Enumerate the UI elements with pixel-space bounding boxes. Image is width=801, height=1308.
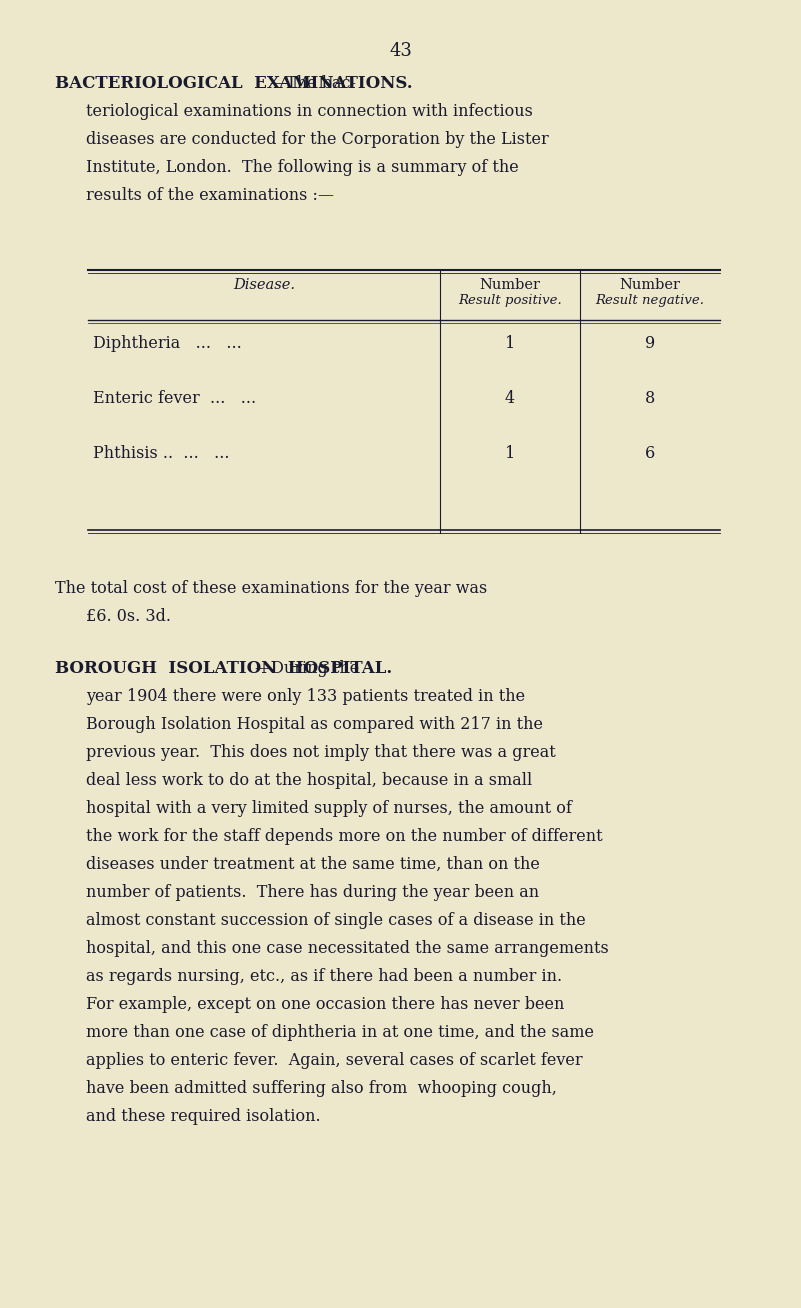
Text: results of the examinations :—: results of the examinations :—: [86, 187, 334, 204]
Text: BOROUGH  ISOLATION  HOSPITAL.: BOROUGH ISOLATION HOSPITAL.: [55, 661, 392, 678]
Text: Diphtheria   ...   ...: Diphtheria ... ...: [93, 335, 242, 352]
Text: previous year.  This does not imply that there was a great: previous year. This does not imply that …: [86, 744, 556, 761]
Text: 1: 1: [505, 445, 515, 462]
Text: and these required isolation.: and these required isolation.: [86, 1108, 320, 1125]
Text: teriological examinations in connection with infectious: teriological examinations in connection …: [86, 103, 533, 120]
Text: Result positive.: Result positive.: [458, 294, 562, 307]
Text: Number: Number: [619, 279, 681, 292]
Text: applies to enteric fever.  Again, several cases of scarlet fever: applies to enteric fever. Again, several…: [86, 1052, 582, 1069]
Text: Number: Number: [480, 279, 541, 292]
Text: Enteric fever  ...   ...: Enteric fever ... ...: [93, 390, 256, 407]
Text: 9: 9: [645, 335, 655, 352]
Text: —The bac-: —The bac-: [269, 75, 356, 92]
Text: £6. 0s. 3d.: £6. 0s. 3d.: [86, 608, 171, 625]
Text: number of patients.  There has during the year been an: number of patients. There has during the…: [86, 884, 539, 901]
Text: Disease.: Disease.: [233, 279, 295, 292]
Text: Phthisis ..  ...   ...: Phthisis .. ... ...: [93, 445, 230, 462]
Text: year 1904 there were only 133 patients treated in the: year 1904 there were only 133 patients t…: [86, 688, 525, 705]
Text: Borough Isolation Hospital as compared with 217 in the: Borough Isolation Hospital as compared w…: [86, 715, 543, 732]
Text: For example, except on one occasion there has never been: For example, except on one occasion ther…: [86, 995, 565, 1012]
Text: hospital with a very limited supply of nurses, the amount of: hospital with a very limited supply of n…: [86, 800, 572, 818]
Text: the work for the staff depends more on the number of different: the work for the staff depends more on t…: [86, 828, 602, 845]
Text: The total cost of these examinations for the year was: The total cost of these examinations for…: [55, 579, 487, 596]
Text: 4: 4: [505, 390, 515, 407]
Text: hospital, and this one case necessitated the same arrangements: hospital, and this one case necessitated…: [86, 940, 609, 957]
Text: BACTERIOLOGICAL  EXAMINATIONS.: BACTERIOLOGICAL EXAMINATIONS.: [55, 75, 413, 92]
Text: as regards nursing, etc., as if there had been a number in.: as regards nursing, etc., as if there ha…: [86, 968, 562, 985]
Text: deal less work to do at the hospital, because in a small: deal less work to do at the hospital, be…: [86, 772, 532, 789]
Text: 1: 1: [505, 335, 515, 352]
Text: have been admitted suffering also from  whooping cough,: have been admitted suffering also from w…: [86, 1080, 557, 1097]
Text: almost constant succession of single cases of a disease in the: almost constant succession of single cas…: [86, 912, 586, 929]
Text: —During the: —During the: [255, 661, 360, 678]
Text: more than one case of diphtheria in at one time, and the same: more than one case of diphtheria in at o…: [86, 1024, 594, 1041]
Text: diseases are conducted for the Corporation by the Lister: diseases are conducted for the Corporati…: [86, 131, 549, 148]
Text: 6: 6: [645, 445, 655, 462]
Text: diseases under treatment at the same time, than on the: diseases under treatment at the same tim…: [86, 855, 540, 872]
Text: Result negative.: Result negative.: [595, 294, 705, 307]
Text: Institute, London.  The following is a summary of the: Institute, London. The following is a su…: [86, 160, 519, 177]
Text: 8: 8: [645, 390, 655, 407]
Text: 43: 43: [389, 42, 412, 60]
